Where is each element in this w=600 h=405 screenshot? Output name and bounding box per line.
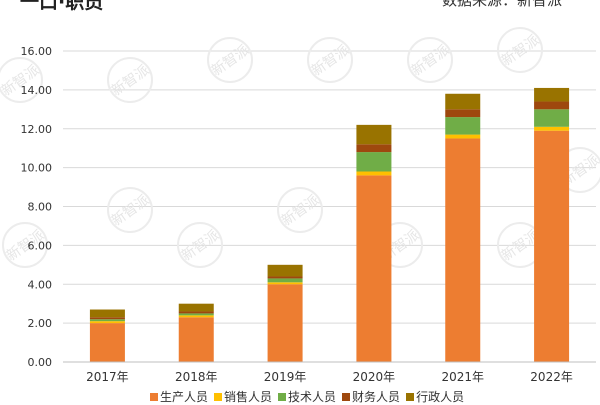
legend-swatch (278, 392, 287, 401)
y-tick-label: 10.00 (21, 162, 53, 175)
y-tick-label: 12.00 (21, 123, 53, 136)
legend-label: 财务人员 (352, 390, 401, 404)
bar-segment (178, 315, 214, 318)
bar-segment (445, 109, 481, 118)
bar-segment (89, 317, 125, 320)
watermark: 新智派 (207, 37, 253, 83)
bar-segment (445, 134, 481, 139)
bar-segment (178, 317, 214, 362)
legend-label: 销售人员 (224, 390, 273, 404)
bar-segment (534, 109, 570, 127)
x-tick-label: 2019年 (264, 370, 307, 384)
x-tick-label: 2017年 (86, 370, 129, 384)
watermark: 新智派 (107, 187, 153, 233)
legend-item: 技术人员 (278, 388, 336, 405)
legend-swatch (406, 392, 415, 401)
bar-segment (356, 171, 392, 176)
legend-item: 行政人员 (406, 388, 464, 405)
watermark: 新智派 (307, 37, 353, 83)
watermark: 新智派 (407, 37, 453, 83)
watermark: 新智派 (107, 57, 153, 103)
bar-segment (267, 282, 303, 285)
chart-legend: 生产人员 销售人员 技术人员 财务人员 行政人员 (150, 388, 464, 405)
bar-segment (356, 152, 392, 172)
bar-segment (267, 284, 303, 362)
bar-segment (89, 323, 125, 362)
bar-segment (356, 175, 392, 362)
legend-swatch (150, 392, 158, 401)
legend-swatch (342, 392, 351, 401)
watermark: 新智派 (277, 187, 323, 233)
bar-segment (356, 144, 392, 153)
bar-segment (534, 87, 570, 102)
grid-lines (63, 50, 596, 324)
x-tick-label: 2022年 (530, 370, 573, 384)
bar-segment (267, 276, 303, 279)
bar-segment (89, 321, 125, 324)
bar-segment (534, 101, 570, 110)
bar-segment (178, 311, 214, 314)
bar-segment (89, 319, 125, 322)
page-title: 一口·职员 (20, 0, 104, 13)
bar-segment (534, 126, 570, 131)
source-label: 数据来源：新智派 (441, 0, 562, 9)
legend-item: 生产人员 (150, 388, 208, 405)
legend-label: 技术人员 (288, 390, 337, 404)
bar-segment (178, 303, 214, 312)
watermark: 新智派 (497, 27, 543, 73)
bar-segment (356, 124, 392, 145)
legend-swatch (214, 392, 223, 401)
x-tick-label: 2018年 (175, 370, 218, 384)
x-tick-label: 2021年 (441, 370, 484, 384)
y-tick-label: 2.00 (28, 317, 53, 330)
bar-segment (534, 130, 570, 362)
bar-segment (445, 138, 481, 362)
bar-segment (267, 264, 303, 277)
y-tick-label: 8.00 (28, 201, 53, 214)
bar-segment (89, 309, 125, 318)
legend-label: 行政人员 (416, 390, 465, 404)
bar-segment (178, 313, 214, 316)
legend-item: 财务人员 (342, 388, 400, 405)
axes: 0.00 2.00 4.00 6.00 8.00 10.00 12.00 14.00 16.00… (21, 45, 596, 384)
bars (89, 87, 570, 362)
legend-label: 生产人员 (160, 390, 209, 404)
y-tick-label: 4.00 (28, 278, 53, 291)
y-tick-label: 16.00 (21, 45, 53, 58)
y-tick-label: 6.00 (28, 239, 53, 252)
y-tick-label: 0.00 (28, 356, 53, 369)
y-tick-label: 14.00 (21, 84, 53, 97)
bar-segment (445, 117, 481, 135)
bar-segment (267, 278, 303, 283)
x-tick-label: 2020年 (353, 370, 396, 384)
bar-segment (445, 93, 481, 110)
legend-item: 销售人员 (214, 388, 272, 405)
